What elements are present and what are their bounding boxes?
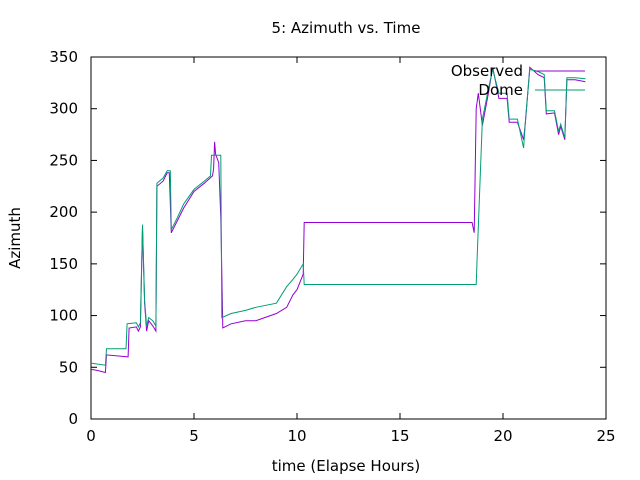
y-tick-label: 250 [49,151,78,169]
chart-title: 5: Azimuth vs. Time [272,19,421,37]
legend-label-dome: Dome [478,81,523,99]
y-tick-label: 50 [59,358,78,376]
plot-frame [90,56,607,420]
x-tick-label: 25 [596,427,615,445]
x-tick-label: 20 [493,427,512,445]
x-tick-label: 5 [189,427,199,445]
x-axis-label: time (Elapse Hours) [272,457,420,475]
y-axis-label: Azimuth [6,207,24,269]
y-tick-label: 350 [49,48,78,66]
y-tick-label: 150 [49,255,78,273]
y-tick-label: 200 [49,203,78,221]
y-tick-label: 0 [68,410,78,428]
x-axis: 0 5 10 15 20 25 [86,57,616,445]
legend-label-observed: Observed [451,62,523,80]
series-layer [90,66,586,374]
series-line-observed [90,66,586,374]
x-tick-label: 10 [287,427,306,445]
y-tick-label: 300 [49,100,78,118]
series-line-dome [90,68,586,366]
x-tick-label: 0 [86,427,96,445]
y-axis: 0 50 100 150 200 250 300 350 [49,48,606,428]
x-tick-label: 15 [390,427,409,445]
y-tick-label: 100 [49,307,78,325]
